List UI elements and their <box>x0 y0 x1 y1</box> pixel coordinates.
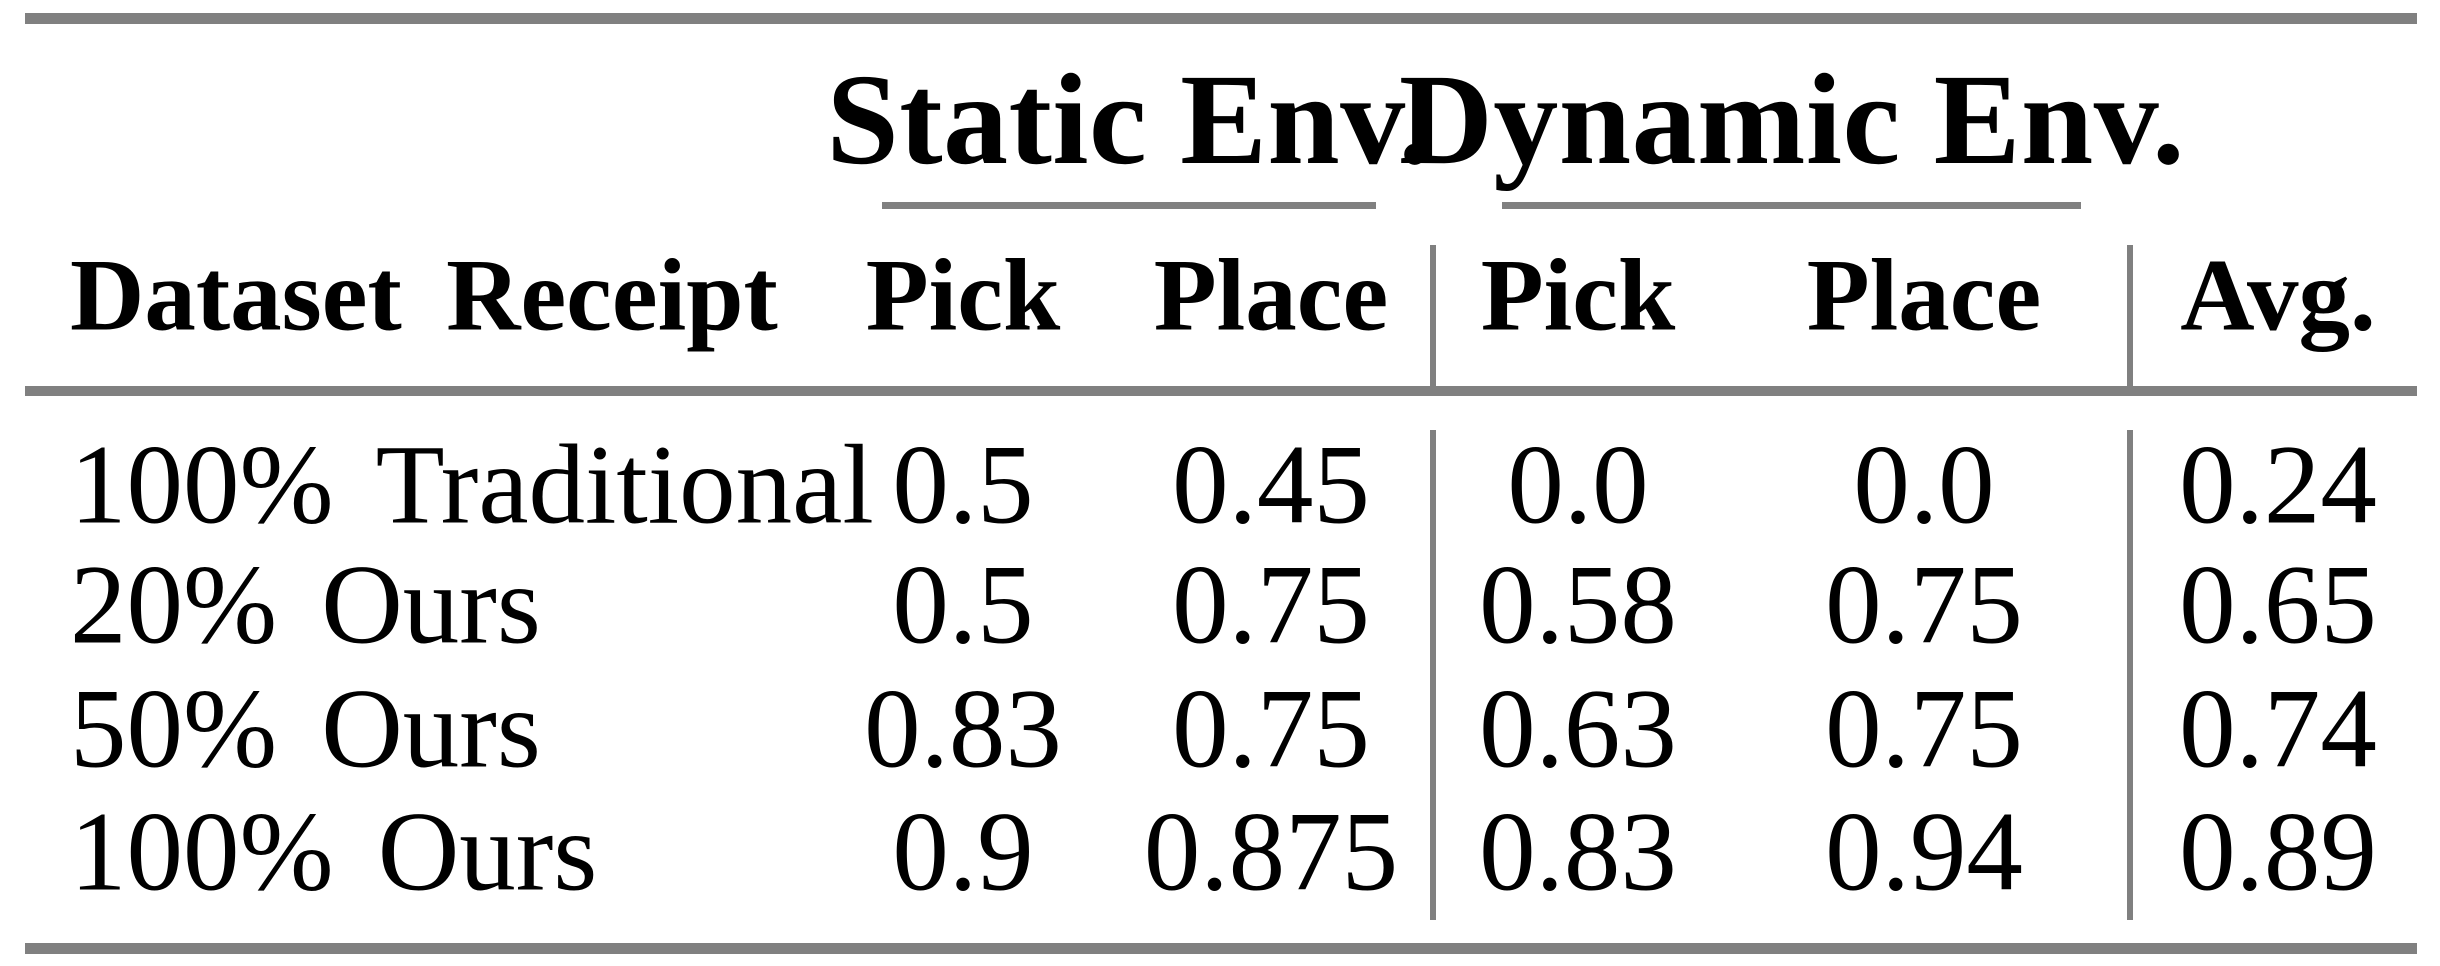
cell-dynamic-pick: 0.0 <box>1507 422 1649 548</box>
column-header-dataset-receipt: Dataset Receipt <box>70 238 778 353</box>
static-env-cmidrule <box>882 202 1376 209</box>
cell-avg: 0.74 <box>2179 666 2377 792</box>
cell-static-place: 0.75 <box>1172 666 1370 792</box>
column-header-dynamic-place: Place <box>1806 238 2042 353</box>
cell-dynamic-pick: 0.83 <box>1479 789 1677 915</box>
column-divider-1-header-segment <box>1430 245 1436 386</box>
cell-avg: 0.89 <box>2179 789 2377 915</box>
cell-static-pick: 0.9 <box>892 789 1034 915</box>
cell-dynamic-pick: 0.58 <box>1479 542 1677 668</box>
cell-dynamic-place: 0.94 <box>1825 789 2023 915</box>
dynamic-env-cmidrule <box>1502 202 2081 209</box>
row-label: 100% Ours <box>70 789 598 915</box>
column-header-avg: Avg. <box>2180 238 2376 353</box>
row-label: 100% Traditional <box>70 422 874 548</box>
row-label: 50% Ours <box>70 666 541 792</box>
cell-static-place: 0.45 <box>1172 422 1370 548</box>
cell-dynamic-place: 0.75 <box>1825 666 2023 792</box>
cell-static-pick: 0.5 <box>892 422 1034 548</box>
cell-dynamic-place: 0.0 <box>1853 422 1995 548</box>
column-divider-2-body-segment <box>2127 430 2133 920</box>
row-label: 20% Ours <box>70 542 541 668</box>
top-rule <box>25 13 2417 24</box>
cell-avg: 0.24 <box>2179 422 2377 548</box>
cell-avg: 0.65 <box>2179 542 2377 668</box>
column-header-static-pick: Pick <box>865 238 1061 353</box>
cell-static-place: 0.75 <box>1172 542 1370 668</box>
column-divider-2-header-segment <box>2127 245 2133 386</box>
column-header-dynamic-pick: Pick <box>1480 238 1676 353</box>
cell-dynamic-place: 0.75 <box>1825 542 2023 668</box>
mid-rule <box>25 386 2417 396</box>
column-header-static-place: Place <box>1153 238 1389 353</box>
bottom-rule <box>25 943 2417 954</box>
cell-static-place: 0.875 <box>1143 789 1399 915</box>
column-divider-1-body-segment <box>1430 430 1436 920</box>
cell-static-pick: 0.5 <box>892 542 1034 668</box>
cell-static-pick: 0.83 <box>864 666 1062 792</box>
group-header-dynamic-env: Dynamic Env. <box>1398 48 2186 192</box>
cell-dynamic-pick: 0.63 <box>1479 666 1677 792</box>
group-header-static-env: Static Env. <box>826 48 1432 192</box>
